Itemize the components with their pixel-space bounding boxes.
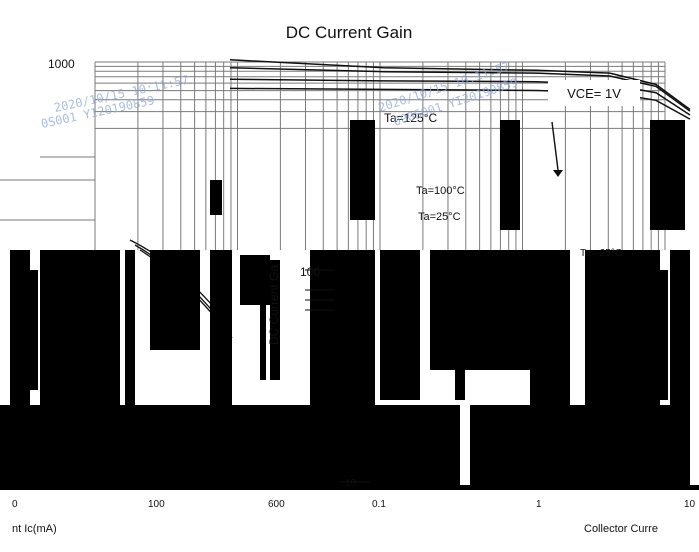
artifact-bar — [125, 250, 135, 485]
artifact-bar — [650, 120, 685, 230]
y-tick-1000: 1000 — [48, 57, 75, 71]
artifact-bar — [430, 250, 530, 370]
x-tick-0-1: 0.1 — [372, 499, 386, 510]
artifact-bar — [580, 405, 690, 485]
y-axis-label: DC Current Ga — [267, 265, 281, 345]
x-tick-1: 1 — [536, 499, 542, 510]
artifact-bar — [0, 405, 85, 485]
artifact-bar — [0, 485, 699, 490]
artifact-bar — [120, 405, 220, 485]
artifact-bar — [210, 180, 222, 215]
vce-annotation: VCE= 1V — [567, 86, 621, 101]
artifact-gap — [560, 268, 570, 408]
x-tick-10: 10 — [684, 499, 696, 510]
artifact-gap — [345, 300, 375, 360]
vce-arrowhead — [553, 170, 563, 177]
x-tick-600: 600 — [268, 499, 285, 510]
x-tick-0: 0 — [12, 499, 18, 510]
ta125-label: Ta=125°C — [384, 111, 438, 125]
gain-curve — [229, 59, 691, 111]
vce-arrow — [551, 121, 559, 171]
artifact-bar — [380, 250, 420, 400]
x-axis-label-left: nt Ic(mA) — [12, 523, 57, 535]
artifact-gap — [260, 270, 266, 380]
ta100-label: Ta=100°C — [416, 185, 465, 197]
artifact-gap — [30, 270, 38, 390]
x-axis-label-right: Collector Curre — [584, 523, 658, 535]
vce-box — [548, 80, 640, 106]
artifact-bar — [230, 405, 350, 485]
ta25-label: Ta=25°C — [418, 211, 461, 223]
scan-artifacts — [0, 120, 699, 490]
chart-title: DC Current Gain — [286, 23, 413, 42]
artifact-gap — [660, 270, 668, 400]
y-tick-100: 100 — [300, 265, 320, 279]
y-tick-10: 10 — [345, 478, 357, 489]
artifact-bar — [470, 405, 580, 485]
x-tick-100: 100 — [148, 499, 165, 510]
artifact-bar — [500, 120, 520, 230]
artifact-gap — [455, 270, 465, 400]
artifact-bar — [360, 405, 460, 485]
ta-minus25-label: Ta=-25°C — [580, 248, 622, 259]
gain-curve — [229, 66, 691, 112]
artifact-bar — [150, 250, 200, 350]
artifact-bar — [270, 260, 280, 380]
artifact-bar — [350, 120, 375, 220]
